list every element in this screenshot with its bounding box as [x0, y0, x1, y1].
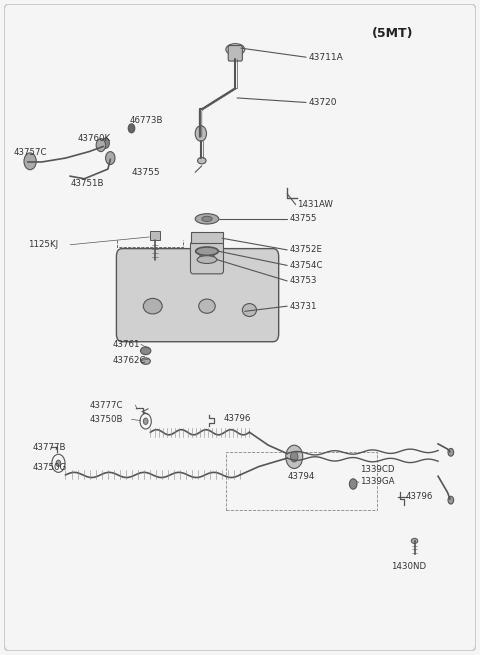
Ellipse shape	[202, 216, 212, 221]
Text: 43777C: 43777C	[89, 401, 122, 409]
Text: 43794: 43794	[287, 472, 314, 481]
Text: 43761: 43761	[113, 340, 140, 349]
Bar	[226, 452, 377, 510]
Text: 43731: 43731	[289, 302, 317, 310]
Text: 43751B: 43751B	[70, 179, 104, 189]
Circle shape	[102, 138, 109, 149]
FancyBboxPatch shape	[4, 4, 476, 651]
Text: 43757C: 43757C	[13, 149, 47, 157]
Text: 43777B: 43777B	[33, 443, 66, 453]
Text: 43796: 43796	[406, 493, 433, 502]
Text: 43752E: 43752E	[289, 246, 323, 254]
Circle shape	[106, 151, 115, 164]
Ellipse shape	[197, 255, 217, 263]
Bar	[150, 231, 160, 240]
Ellipse shape	[242, 303, 256, 316]
Ellipse shape	[195, 214, 219, 224]
Circle shape	[349, 479, 357, 489]
Ellipse shape	[199, 299, 215, 313]
FancyBboxPatch shape	[117, 249, 279, 342]
Ellipse shape	[226, 44, 245, 55]
Text: 43720: 43720	[308, 98, 337, 107]
Text: 46773B: 46773B	[129, 116, 163, 125]
Text: 43754C: 43754C	[289, 261, 323, 270]
Ellipse shape	[141, 347, 151, 354]
Text: 43750B: 43750B	[89, 415, 122, 424]
Ellipse shape	[411, 538, 418, 544]
Circle shape	[56, 460, 61, 466]
Ellipse shape	[200, 250, 214, 263]
Ellipse shape	[198, 157, 206, 164]
Text: 43750G: 43750G	[33, 462, 67, 472]
FancyBboxPatch shape	[191, 242, 224, 274]
Text: 43796: 43796	[224, 413, 251, 422]
Ellipse shape	[196, 247, 218, 255]
Text: 1430ND: 1430ND	[391, 562, 426, 571]
Text: 43711A: 43711A	[308, 52, 343, 62]
Text: 1125KJ: 1125KJ	[28, 240, 58, 249]
Circle shape	[286, 445, 303, 468]
Text: 1339CD: 1339CD	[360, 465, 395, 474]
Text: 43755: 43755	[289, 214, 317, 223]
Circle shape	[128, 124, 135, 133]
Circle shape	[96, 139, 106, 151]
Text: 43753: 43753	[289, 276, 317, 286]
Ellipse shape	[144, 299, 162, 314]
Text: 1431AW: 1431AW	[297, 200, 333, 209]
FancyBboxPatch shape	[191, 232, 223, 244]
Circle shape	[290, 452, 298, 462]
Ellipse shape	[141, 358, 150, 364]
Circle shape	[24, 153, 36, 170]
FancyBboxPatch shape	[228, 46, 242, 61]
Circle shape	[448, 496, 454, 504]
Text: 43760K: 43760K	[78, 134, 111, 143]
Circle shape	[448, 449, 454, 456]
Text: 1339GA: 1339GA	[360, 477, 395, 486]
Circle shape	[195, 126, 206, 141]
Text: 43755: 43755	[132, 168, 160, 177]
Text: (5MT): (5MT)	[372, 27, 414, 40]
Circle shape	[144, 418, 148, 424]
Text: 43762C: 43762C	[113, 356, 146, 365]
